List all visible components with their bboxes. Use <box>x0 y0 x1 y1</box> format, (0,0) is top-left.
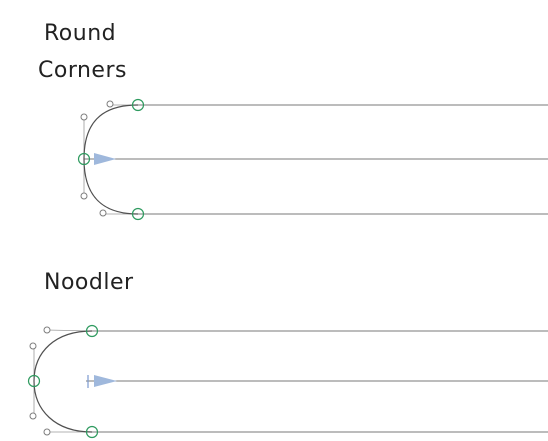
bezier-handle[interactable] <box>80 192 88 200</box>
bezier-handle[interactable] <box>80 113 88 121</box>
bezier-handle[interactable] <box>29 412 37 420</box>
round-corners-diagram <box>77 98 548 221</box>
noodler-diagram <box>27 324 548 439</box>
path-node[interactable] <box>85 324 99 338</box>
path-node[interactable] <box>77 152 91 166</box>
bezier-handle[interactable] <box>43 428 51 436</box>
bezier-handle[interactable] <box>29 342 37 350</box>
bezier-handle[interactable] <box>99 209 107 217</box>
bezier-handle[interactable] <box>106 100 114 108</box>
path-node[interactable] <box>131 98 145 112</box>
path-node[interactable] <box>85 425 99 439</box>
bezier-handle[interactable] <box>43 326 51 334</box>
round-corner-curve <box>83 104 139 215</box>
round-corners-title-line1: Round <box>44 21 117 46</box>
direction-arrow-icon <box>94 375 117 387</box>
noodler-title: Noodler <box>44 270 134 295</box>
direction-arrow-icon <box>94 153 116 165</box>
path-node[interactable] <box>131 207 145 221</box>
round-corners-title-line2: Corners <box>38 58 127 83</box>
noodler-curve <box>33 330 93 433</box>
path-node[interactable] <box>27 374 41 388</box>
